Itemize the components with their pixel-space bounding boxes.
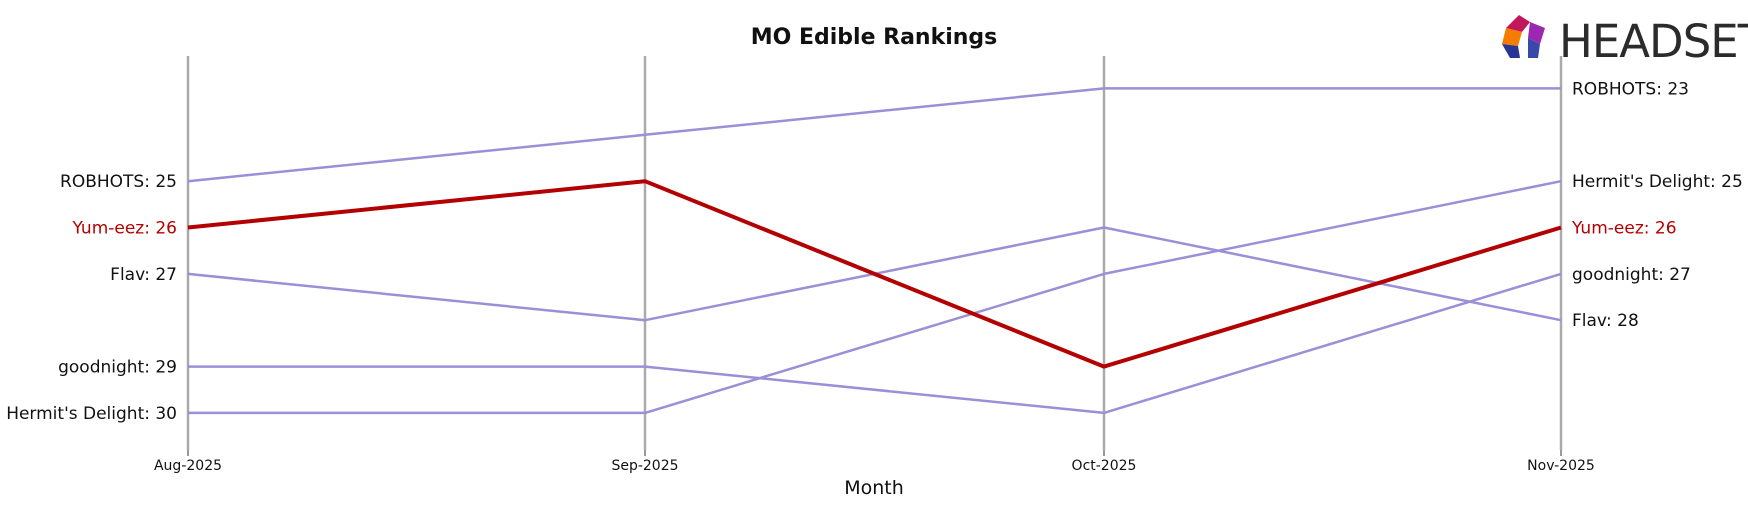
left-label: ROBHOTS: 25 — [60, 172, 177, 192]
series-line-goodnight — [188, 272, 1562, 415]
x-tick-labels: Aug-2025 Sep-2025 Oct-2025 Nov-2025 — [154, 458, 1595, 474]
right-label: ROBHOTS: 23 — [1572, 79, 1689, 99]
month-axis-lines — [186, 56, 1563, 456]
x-axis-label: Month — [844, 477, 904, 499]
x-tick-label: Aug-2025 — [154, 458, 222, 474]
right-end-labels: ROBHOTS: 23 Hermit's Delight: 25 Yum-eez: … — [1571, 79, 1743, 331]
series-lines — [187, 87, 1562, 415]
headset-logo-icon — [1502, 15, 1545, 58]
left-label: goodnight: 29 — [58, 358, 177, 378]
right-label: Yum-eez: 26 — [1571, 219, 1677, 239]
left-label: Yum-eez: 26 — [71, 219, 177, 239]
right-label: goodnight: 27 — [1572, 265, 1691, 285]
x-tick-label: Oct-2025 — [1072, 458, 1137, 474]
logo-text: HEADSET — [1559, 15, 1748, 68]
headset-logo: HEADSET — [1502, 15, 1748, 68]
right-label: Flav: 28 — [1572, 311, 1639, 331]
series-line-yum-eez — [187, 179, 1562, 369]
left-label: Flav: 27 — [110, 265, 177, 285]
series-line-robhots — [187, 87, 1561, 183]
left-label: Hermit's Delight: 30 — [6, 404, 177, 424]
x-tick-label: Sep-2025 — [611, 458, 678, 474]
series-line-hermit-s-delight — [188, 179, 1562, 415]
left-end-labels: ROBHOTS: 25 Yum-eez: 26 Flav: 27 goodnight:… — [6, 172, 177, 424]
right-label: Hermit's Delight: 25 — [1572, 172, 1743, 192]
chart-title: MO Edible Rankings — [751, 25, 998, 50]
x-tick-label: Nov-2025 — [1527, 458, 1595, 474]
